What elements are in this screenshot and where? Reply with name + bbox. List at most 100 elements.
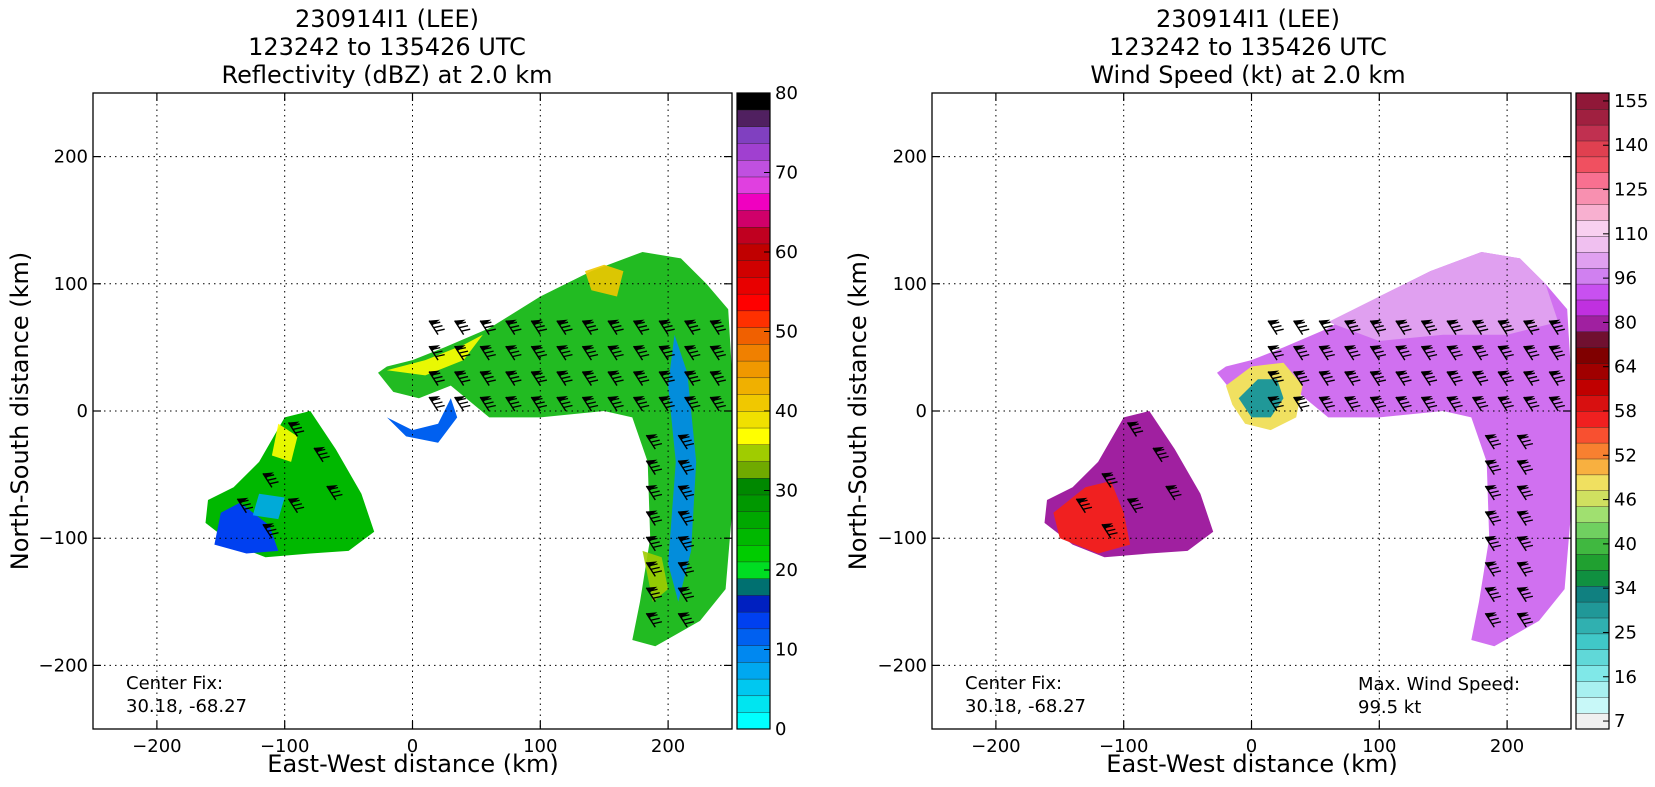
right-y-axis-label: North-South distance (km)	[844, 252, 872, 571]
wind-barb	[1318, 319, 1335, 336]
wind-barb	[1471, 396, 1489, 412]
colorbar-swatch	[736, 209, 771, 228]
colorbar-swatch	[1575, 617, 1610, 635]
x-tick-label: 100	[523, 736, 557, 757]
wind-barb	[677, 586, 695, 603]
wind-barb	[684, 396, 701, 412]
wind-barb	[1152, 446, 1169, 463]
colorbar-swatch	[1575, 681, 1610, 698]
wind-barb	[677, 535, 695, 552]
wind-barb	[1548, 345, 1565, 361]
wind-barb	[1369, 396, 1387, 412]
colorbar-swatch	[1575, 379, 1610, 396]
wind-barb	[428, 345, 445, 361]
colorbar-label: 60	[775, 242, 798, 263]
colorbar-label: 50	[775, 322, 798, 343]
wind-barb	[1523, 370, 1540, 386]
wind-barb	[709, 319, 726, 336]
colorbar-swatch	[1575, 697, 1610, 714]
wind-barb	[1165, 485, 1182, 501]
colorbar-swatch	[1575, 458, 1610, 476]
colorbar-swatch	[1575, 474, 1610, 492]
colorbar-swatch	[1575, 538, 1610, 555]
left-y-axis-label: North-South distance (km)	[6, 252, 34, 571]
wind-barb	[1369, 319, 1387, 336]
colorbar-swatch	[1575, 506, 1610, 523]
wind-barb	[1471, 370, 1489, 386]
colorbar-swatch	[1575, 569, 1610, 587]
colorbar-swatch	[736, 260, 771, 278]
colorbar-swatch	[736, 695, 771, 713]
colorbar-swatch	[736, 611, 771, 630]
wind-barb	[479, 370, 496, 386]
colorbar-swatch	[736, 410, 771, 429]
wind-barb	[677, 612, 695, 628]
right-center-fix-label: Center Fix:	[965, 673, 1062, 694]
colorbar-swatch	[736, 578, 771, 596]
wind-barb	[658, 319, 675, 336]
wind-barb	[1344, 345, 1361, 361]
reflectivity-panel: 230914I1 (LEE) 123242 to 135426 UTC Refl…	[6, 5, 798, 778]
wind-barb	[505, 345, 522, 361]
wind-barb	[556, 370, 573, 386]
colorbar-swatch	[736, 394, 771, 412]
eyewall-fragment	[386, 398, 458, 443]
wind-barb	[1318, 370, 1335, 386]
colorbar-swatch	[1575, 649, 1610, 666]
wind-barb	[658, 396, 675, 412]
x-tick-label: −200	[132, 736, 181, 757]
far-west-echo	[214, 502, 279, 554]
wind-barb	[1484, 485, 1502, 501]
wind-barb	[1395, 396, 1412, 412]
colorbar-swatch	[1575, 426, 1610, 444]
y-tick-label: 100	[893, 274, 927, 295]
colorbar-swatch	[736, 494, 771, 512]
wind-barb	[632, 319, 650, 336]
wind-barb	[454, 370, 471, 386]
y-tick-label: 0	[916, 401, 927, 422]
colorbar-label: 52	[1614, 445, 1637, 466]
colorbar-swatch	[1575, 299, 1610, 317]
wind-barb	[1395, 345, 1412, 361]
wind-barb	[658, 370, 675, 386]
y-tick-label: 0	[77, 401, 88, 422]
wind-barb	[1293, 319, 1310, 336]
x-tick-label: 0	[1246, 736, 1257, 757]
colorbar-label: 155	[1614, 91, 1648, 112]
right-center-fix-value: 30.18, -68.27	[965, 696, 1086, 717]
wind-barb	[607, 396, 624, 412]
colorbar-swatch	[1575, 410, 1610, 428]
colorbar-swatch	[736, 176, 771, 194]
far-west-wind	[1053, 481, 1131, 554]
colorbar-swatch	[736, 276, 771, 295]
wind-barb	[632, 396, 650, 412]
wind-barb	[505, 396, 522, 412]
colorbar-swatch	[736, 193, 771, 211]
colorbar-label: 30	[775, 481, 798, 502]
colorbar-swatch	[1575, 156, 1610, 174]
wind-barb	[1516, 612, 1534, 628]
x-tick-label: 200	[651, 736, 685, 757]
wind-speed-field	[1044, 252, 1571, 647]
colorbar-swatch	[736, 343, 771, 362]
colorbar-label: 96	[1614, 268, 1637, 289]
colorbar-label: 140	[1614, 135, 1648, 156]
left-grid	[93, 93, 732, 729]
y-tick-label: −100	[39, 528, 88, 549]
wind-barb	[658, 345, 675, 361]
left-title-line2: 123242 to 135426 UTC	[248, 33, 526, 61]
wind-barb	[1484, 510, 1502, 526]
colorbar-swatch	[736, 712, 771, 730]
wind-barb	[1446, 345, 1463, 361]
wind-barb	[1293, 370, 1310, 386]
wind-barb	[454, 345, 471, 361]
colorbar-swatch	[1575, 251, 1610, 269]
wind-barb	[262, 523, 279, 539]
y-tick-label: 200	[893, 147, 927, 168]
colorbar-swatch	[736, 444, 771, 462]
x-tick-label: −100	[1099, 736, 1148, 757]
colorbar-swatch	[1575, 331, 1610, 348]
y-tick-label: −200	[39, 655, 88, 676]
wind-barb	[1484, 535, 1502, 552]
